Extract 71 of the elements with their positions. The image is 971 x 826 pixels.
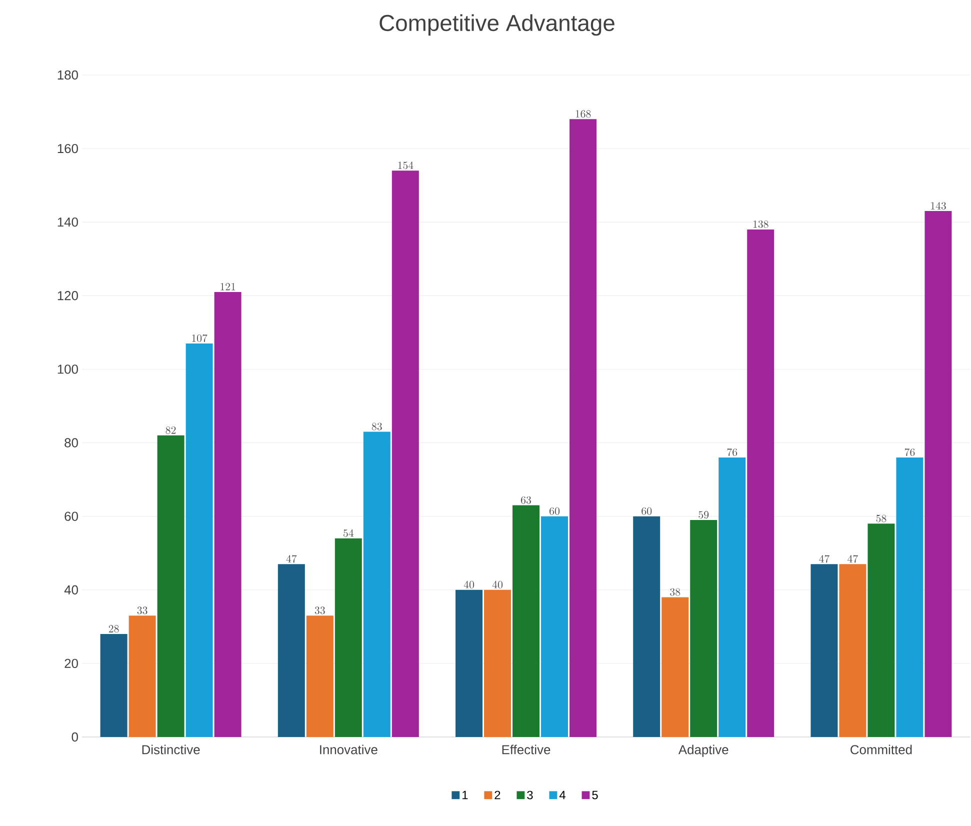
data-label: 33 — [314, 606, 325, 614]
data-label: 47 — [286, 555, 297, 563]
data-label: 40 — [492, 580, 503, 588]
legend-label: 5 — [592, 790, 598, 800]
chart-title: Competitive Advantage — [380, 14, 614, 36]
data-label: 38 — [670, 588, 680, 596]
y-tick-label: 20 — [64, 658, 78, 668]
data-label: 40 — [464, 580, 474, 588]
data-label: 168 — [576, 110, 591, 118]
bar — [157, 435, 184, 737]
legend-label: 2 — [494, 790, 500, 800]
bar — [186, 343, 213, 737]
data-label: 47 — [848, 555, 858, 563]
bar — [334, 538, 362, 737]
y-tick-label: 140 — [58, 218, 78, 227]
data-label: 82 — [166, 426, 176, 434]
data-label: 60 — [642, 507, 652, 515]
bar — [633, 516, 660, 737]
bar — [839, 564, 866, 737]
bar — [541, 516, 568, 737]
bar — [392, 170, 419, 737]
bar — [214, 292, 242, 737]
data-label: 107 — [192, 334, 208, 342]
data-label: 58 — [876, 514, 886, 522]
bar — [747, 229, 774, 737]
bar — [484, 590, 512, 737]
y-tick-label: 0 — [72, 732, 78, 742]
bar — [306, 616, 334, 737]
data-label: 54 — [344, 529, 354, 537]
bar — [363, 432, 390, 737]
bar — [570, 119, 597, 737]
x-tick-label: Distinctive — [142, 744, 200, 754]
data-label: 33 — [137, 606, 148, 614]
x-tick-label: Adaptive — [678, 744, 728, 757]
bar — [128, 616, 156, 737]
data-label: 138 — [753, 220, 768, 228]
data-label: 121 — [220, 283, 236, 290]
data-label: 28 — [108, 625, 119, 633]
bar — [100, 634, 128, 737]
bar — [868, 524, 895, 737]
data-label: 143 — [930, 202, 946, 210]
legend-label: 1 — [462, 790, 468, 800]
bar — [512, 505, 540, 737]
y-tick-label: 180 — [58, 70, 78, 80]
data-label: 60 — [550, 507, 560, 515]
data-label: 154 — [398, 162, 414, 170]
data-label: 47 — [819, 555, 830, 563]
y-tick-label: 120 — [58, 291, 78, 300]
y-tick-label: 100 — [58, 364, 78, 374]
x-tick-label: Committed — [850, 744, 912, 754]
bar — [690, 520, 718, 737]
bar — [810, 564, 838, 737]
y-tick-label: 160 — [58, 144, 78, 154]
bar — [718, 457, 746, 737]
bar — [456, 590, 483, 737]
x-tick-label: Innovative — [320, 744, 378, 754]
bar — [896, 457, 924, 737]
data-label: 83 — [372, 422, 382, 430]
bar — [278, 564, 305, 737]
data-label: 59 — [698, 511, 709, 519]
y-tick-label: 40 — [64, 585, 78, 594]
bar — [924, 211, 952, 737]
y-tick-label: 60 — [64, 512, 78, 521]
y-tick-label: 80 — [64, 438, 78, 448]
x-tick-label: Effective — [502, 744, 550, 754]
bar — [662, 597, 689, 737]
legend-label: 3 — [527, 790, 533, 800]
data-label: 76 — [727, 448, 738, 456]
legend-label: 4 — [559, 790, 566, 800]
data-label: 63 — [521, 496, 531, 504]
data-label: 76 — [904, 448, 915, 456]
